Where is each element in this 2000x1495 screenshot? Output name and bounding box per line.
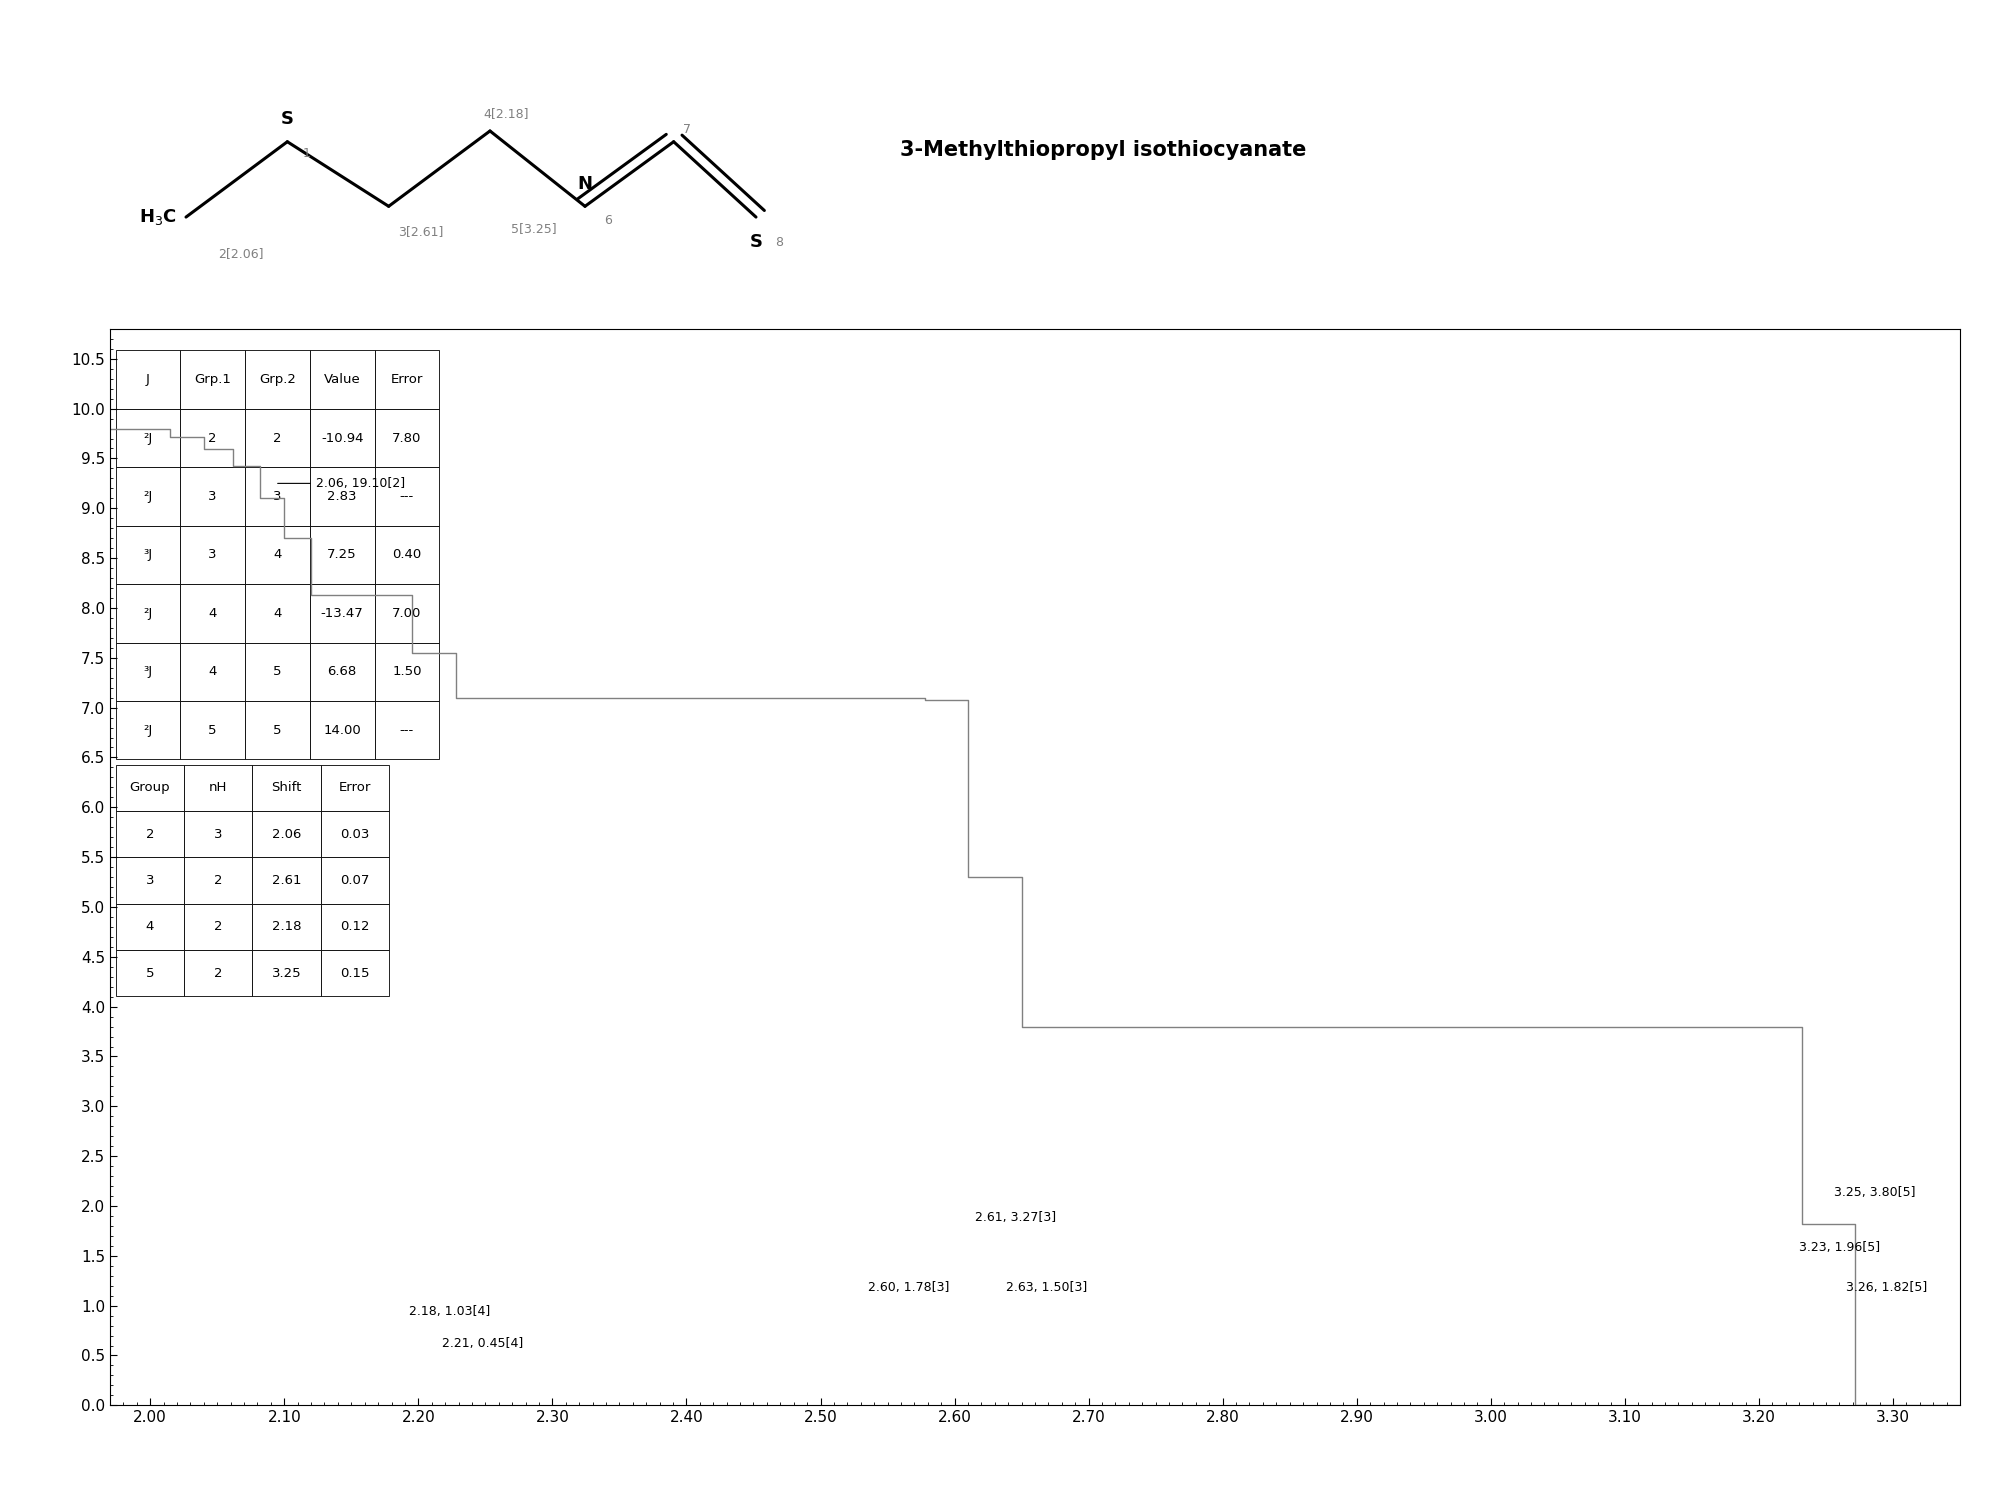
- Text: 4[2.18]: 4[2.18]: [484, 108, 530, 120]
- Text: 2.63, 1.50[3]: 2.63, 1.50[3]: [1006, 1281, 1086, 1293]
- Text: 7: 7: [684, 124, 692, 136]
- Text: 3.25, 3.80[5]: 3.25, 3.80[5]: [1834, 1186, 1916, 1199]
- Text: 2.61, 3.27[3]: 2.61, 3.27[3]: [974, 1211, 1056, 1224]
- Text: 3.26, 1.82[5]: 3.26, 1.82[5]: [1846, 1281, 1928, 1293]
- Text: S: S: [750, 233, 762, 251]
- Text: H$_3$C: H$_3$C: [138, 208, 176, 227]
- Text: 6: 6: [604, 214, 612, 227]
- Text: 2.06, 19.10[2]: 2.06, 19.10[2]: [278, 477, 404, 490]
- Text: 3[2.61]: 3[2.61]: [398, 226, 444, 238]
- Text: 3.23, 1.96[5]: 3.23, 1.96[5]: [1800, 1241, 1880, 1254]
- Text: 2.60, 1.78[3]: 2.60, 1.78[3]: [868, 1281, 950, 1293]
- Text: 5[3.25]: 5[3.25]: [510, 223, 556, 235]
- Text: 2.18, 1.03[4]: 2.18, 1.03[4]: [408, 1305, 490, 1317]
- Text: N: N: [578, 175, 592, 193]
- Text: 1: 1: [304, 147, 312, 160]
- Text: 2.21, 0.45[4]: 2.21, 0.45[4]: [442, 1338, 524, 1350]
- Text: 3-Methylthiopropyl isothiocyanate: 3-Methylthiopropyl isothiocyanate: [900, 139, 1306, 160]
- Text: S: S: [280, 111, 294, 129]
- Text: 2[2.06]: 2[2.06]: [218, 247, 264, 260]
- Text: 8: 8: [776, 236, 784, 248]
